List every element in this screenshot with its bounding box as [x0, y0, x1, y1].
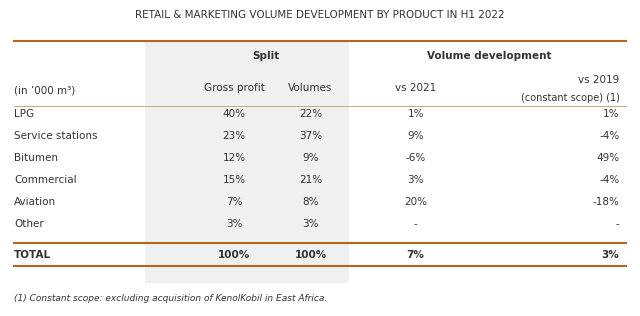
Text: 1%: 1% — [407, 109, 424, 119]
Text: Service stations: Service stations — [14, 131, 98, 141]
Text: TOTAL: TOTAL — [14, 250, 51, 260]
Text: -4%: -4% — [599, 131, 620, 141]
Text: RETAIL & MARKETING VOLUME DEVELOPMENT BY PRODUCT IN H1 2022: RETAIL & MARKETING VOLUME DEVELOPMENT BY… — [135, 10, 505, 21]
Text: -: - — [413, 219, 417, 229]
Text: 1%: 1% — [603, 109, 620, 119]
Text: (1) Constant scope: excluding acquisition of KenolKobil in East Africa.: (1) Constant scope: excluding acquisitio… — [14, 295, 328, 303]
Text: 3%: 3% — [602, 250, 620, 260]
Text: 100%: 100% — [218, 250, 250, 260]
Text: Aviation: Aviation — [14, 197, 56, 207]
Text: (constant scope) (1): (constant scope) (1) — [520, 94, 620, 103]
Text: 37%: 37% — [299, 131, 322, 141]
Text: Bitumen: Bitumen — [14, 153, 58, 163]
Text: Split: Split — [252, 51, 280, 61]
Text: LPG: LPG — [14, 109, 35, 119]
Text: vs 2019: vs 2019 — [579, 75, 620, 85]
Text: 49%: 49% — [596, 153, 620, 163]
Text: 20%: 20% — [404, 197, 427, 207]
Text: 100%: 100% — [294, 250, 326, 260]
Text: -18%: -18% — [593, 197, 620, 207]
Text: Volumes: Volumes — [288, 82, 333, 93]
Text: -: - — [616, 219, 620, 229]
Text: Commercial: Commercial — [14, 175, 77, 185]
Text: 12%: 12% — [223, 153, 246, 163]
Text: 15%: 15% — [223, 175, 246, 185]
Text: 21%: 21% — [299, 175, 322, 185]
Text: 40%: 40% — [223, 109, 246, 119]
Text: 3%: 3% — [407, 175, 424, 185]
Text: vs 2021: vs 2021 — [395, 82, 436, 93]
Text: 9%: 9% — [407, 131, 424, 141]
Text: 23%: 23% — [223, 131, 246, 141]
FancyBboxPatch shape — [145, 40, 349, 283]
Text: 3%: 3% — [302, 219, 319, 229]
Text: Gross profit: Gross profit — [204, 82, 264, 93]
Text: -4%: -4% — [599, 175, 620, 185]
Text: -6%: -6% — [406, 153, 426, 163]
Text: 7%: 7% — [226, 197, 242, 207]
Text: 22%: 22% — [299, 109, 322, 119]
Text: (in ’000 m³): (in ’000 m³) — [14, 86, 76, 96]
Text: 3%: 3% — [226, 219, 242, 229]
Text: Volume development: Volume development — [427, 51, 551, 61]
Text: 7%: 7% — [406, 250, 424, 260]
Text: 9%: 9% — [302, 153, 319, 163]
Text: 8%: 8% — [302, 197, 319, 207]
Text: Other: Other — [14, 219, 44, 229]
